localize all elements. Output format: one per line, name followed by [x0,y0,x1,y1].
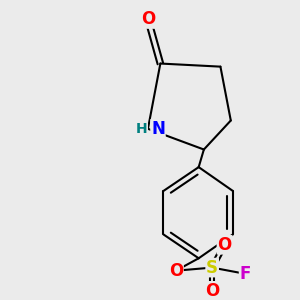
Text: N: N [151,120,165,138]
Text: O: O [169,262,183,280]
Text: S: S [206,259,218,277]
Text: O: O [218,236,232,254]
Text: O: O [141,10,155,28]
Text: H: H [136,122,147,136]
Text: O: O [205,282,219,300]
Text: F: F [240,265,251,283]
